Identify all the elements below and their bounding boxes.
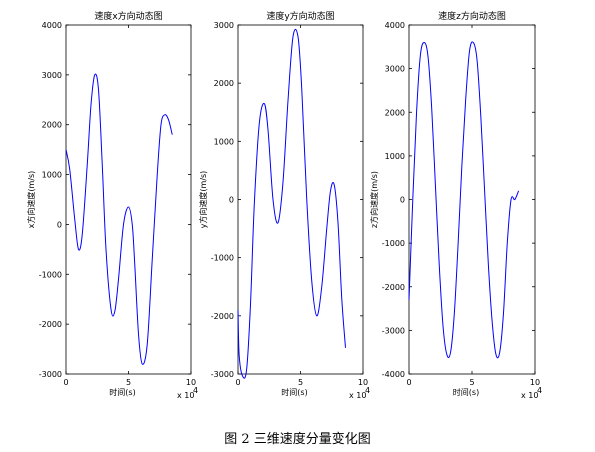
x-axis-label: 时间(s) xyxy=(453,387,479,397)
x-tick-label: 10 xyxy=(530,378,540,387)
x-axis-label: 时间(s) xyxy=(109,387,135,397)
y-tick-label: 0 xyxy=(229,196,234,205)
x-multiplier-exponent: 4 xyxy=(365,386,370,395)
x-tick-label: 10 xyxy=(186,378,196,387)
x-multiplier: x 10 xyxy=(349,391,366,400)
y-tick-label: 1000 xyxy=(385,152,405,161)
x-tick-label: 0 xyxy=(406,378,411,387)
x-tick-label: 5 xyxy=(298,378,303,387)
y-tick-label: -3000 xyxy=(382,326,405,335)
y-tick-label: -2000 xyxy=(39,320,62,329)
x-multiplier: x 10 xyxy=(177,391,194,400)
y-tick-label: -1000 xyxy=(382,239,405,248)
x-multiplier-exponent: 4 xyxy=(537,386,542,395)
y-tick-label: -4000 xyxy=(382,370,405,379)
chart-z-velocity: -4000 -3000 -2000 -1000 0 1000 2000 3000 4000 0 5 1… xyxy=(369,10,542,400)
x-tick-label: 0 xyxy=(63,378,68,387)
y-axis-label: x方向速度(m/s) xyxy=(26,171,36,229)
axes-box xyxy=(65,24,192,375)
y-tick-label: -3000 xyxy=(39,370,62,379)
y-axis-label: y方向速度(m/s) xyxy=(198,171,208,229)
chart-title: 速度y方向动态图 xyxy=(266,10,334,22)
y-tick-label: -2000 xyxy=(382,283,405,292)
y-tick-label: 1000 xyxy=(42,171,62,180)
x-tick-label: 5 xyxy=(126,378,131,387)
y-tick-label: 1000 xyxy=(214,137,234,146)
y-tick-label: 2000 xyxy=(214,79,234,88)
y-tick-label: 4000 xyxy=(385,21,405,30)
figure-caption: 图 2 三维速度分量变化图 xyxy=(224,432,371,447)
y-tick-label: 0 xyxy=(400,196,405,205)
y-axis-label: z方向速度(m/s) xyxy=(369,171,379,228)
chart-title: 速度z方向动态图 xyxy=(438,10,506,22)
y-tick-label: -1000 xyxy=(39,270,62,279)
x-multiplier-exponent: 4 xyxy=(193,386,198,395)
y-tick-label: -3000 xyxy=(211,370,234,379)
chart-title: 速度x方向动态图 xyxy=(94,10,162,22)
y-tick-label: -1000 xyxy=(211,254,234,263)
y-tick-label: 3000 xyxy=(385,65,405,74)
x-tick-label: 5 xyxy=(469,378,474,387)
series-line xyxy=(65,73,173,365)
y-tick-label: 3000 xyxy=(42,71,62,80)
y-tick-label: -2000 xyxy=(211,312,234,321)
y-tick-label: 0 xyxy=(57,220,62,229)
y-tick-label: 3000 xyxy=(214,21,234,30)
x-multiplier: x 10 xyxy=(521,391,538,400)
x-tick-label: 0 xyxy=(235,378,240,387)
x-axis-label: 时间(s) xyxy=(281,387,307,397)
axes-box xyxy=(237,24,364,375)
y-tick-label: 4000 xyxy=(42,21,62,30)
chart-y-velocity: -3000 -2000 -1000 0 1000 2000 3000 0 5 10 x 104 速度y… xyxy=(198,10,370,400)
series-line xyxy=(237,28,346,379)
y-tick-label: 2000 xyxy=(385,108,405,117)
axes-box xyxy=(408,24,536,375)
y-tick-label: 2000 xyxy=(42,121,62,130)
series-line xyxy=(408,41,520,359)
x-tick-label: 10 xyxy=(358,378,368,387)
chart-x-velocity: -3000 -2000 -1000 0 1000 2000 3000 4000 0 5 10 x 10… xyxy=(26,10,198,400)
